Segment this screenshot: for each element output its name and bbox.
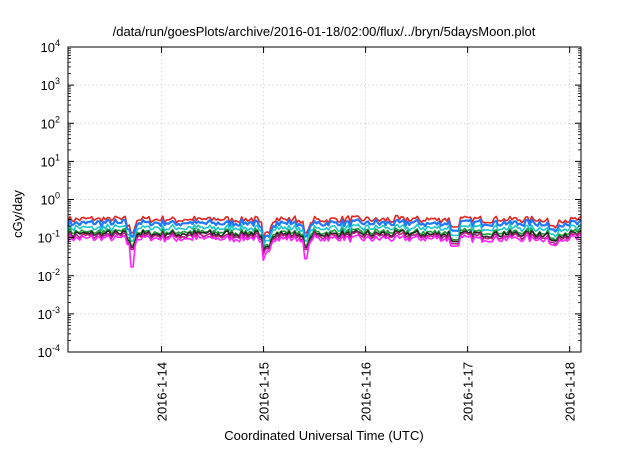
y-tick-label: 100 bbox=[41, 191, 60, 208]
series-line bbox=[67, 229, 582, 254]
series-line bbox=[67, 214, 582, 239]
y-tick-label: 103 bbox=[41, 76, 60, 93]
axes: 10-4 10-3 10-2 10-1 100 101 102 103 104 2016-1-14… bbox=[38, 38, 582, 421]
series-line bbox=[67, 233, 582, 268]
x-tick-label: 2016-1-18 bbox=[563, 362, 578, 421]
series-line bbox=[67, 227, 582, 252]
grid bbox=[68, 46, 581, 353]
y-tick-label: 10-1 bbox=[38, 229, 60, 246]
y-axis-label: cGy/day bbox=[10, 190, 25, 238]
series-line bbox=[66, 218, 582, 243]
series-group bbox=[66, 214, 582, 268]
x-tick-label: 2016-1-14 bbox=[155, 362, 170, 421]
x-tick-label: 2016-1-15 bbox=[257, 362, 272, 421]
x-tick-label: 2016-1-17 bbox=[461, 362, 476, 421]
y-tick-label: 10-2 bbox=[38, 267, 60, 284]
plot-frame bbox=[67, 46, 582, 353]
y-tick-label: 101 bbox=[41, 152, 60, 169]
chart-title: /data/run/goesPlots/archive/2016-01-18/0… bbox=[113, 24, 536, 39]
x-tick-label: 2016-1-16 bbox=[359, 362, 374, 421]
y-tick-label: 102 bbox=[41, 114, 60, 131]
y-tick-label: 10-3 bbox=[38, 305, 60, 322]
series-line bbox=[67, 231, 582, 256]
series-line bbox=[67, 223, 582, 248]
x-axis-label: Coordinated Universal Time (UTC) bbox=[224, 428, 423, 443]
y-tick-label: 10-4 bbox=[38, 343, 60, 360]
y-tick-label: 104 bbox=[41, 38, 60, 55]
